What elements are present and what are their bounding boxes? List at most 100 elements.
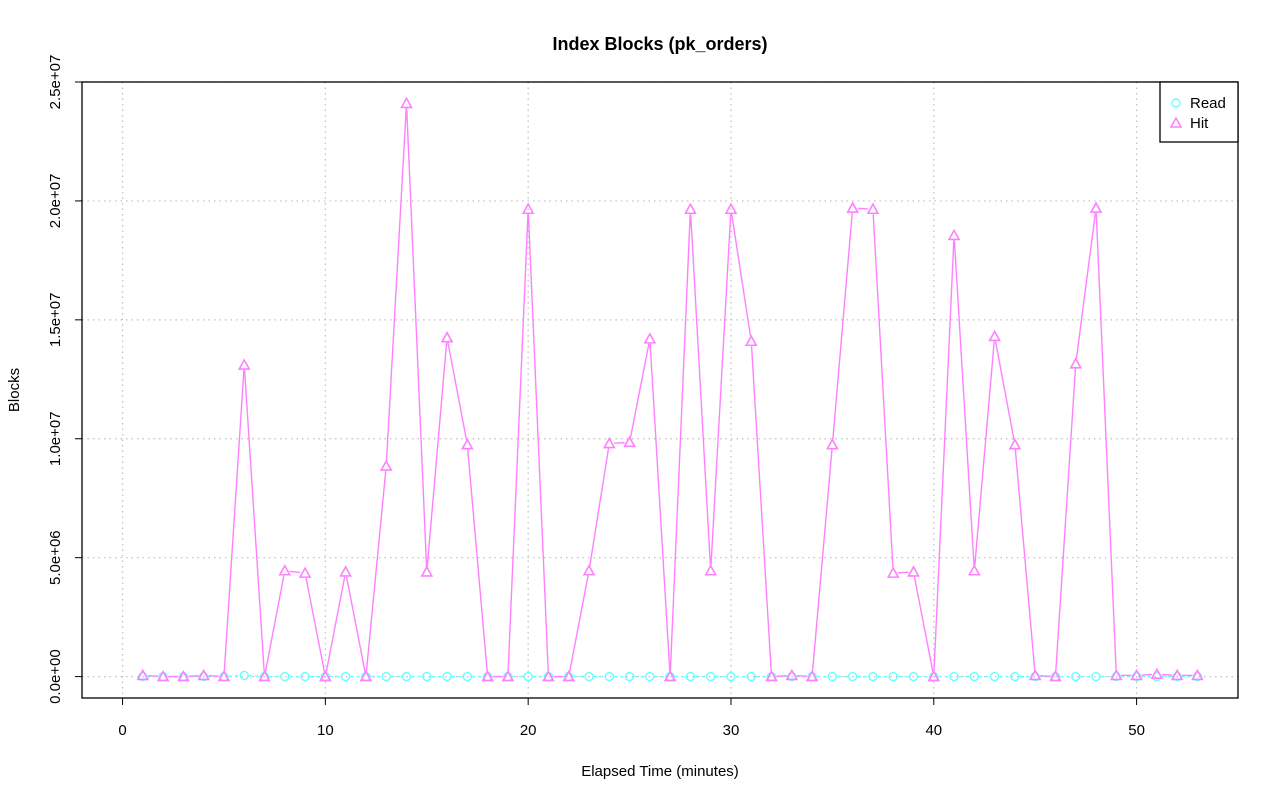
data-point xyxy=(846,201,860,213)
data-point xyxy=(562,669,576,682)
y-tick-label: 0.0e+00 xyxy=(47,649,64,704)
series-segment xyxy=(953,240,975,566)
data-point xyxy=(827,671,838,682)
legend-box xyxy=(1159,81,1239,143)
data-point xyxy=(866,202,880,215)
series-segment xyxy=(345,576,366,672)
data-point xyxy=(744,334,758,347)
data-point xyxy=(724,202,738,215)
data-point xyxy=(969,671,980,682)
data-point xyxy=(584,671,594,682)
series-segment xyxy=(325,576,346,672)
data-point xyxy=(1130,668,1143,681)
series-segment xyxy=(1014,449,1036,671)
data-point xyxy=(1071,671,1081,682)
data-point xyxy=(460,438,474,450)
data-point xyxy=(624,671,635,682)
data-point xyxy=(462,671,473,682)
series-segment xyxy=(365,471,387,672)
data-point xyxy=(339,565,353,577)
data-point xyxy=(401,671,412,682)
data-point xyxy=(542,669,555,682)
series-segment xyxy=(289,570,301,574)
data-point xyxy=(967,564,981,576)
data-point xyxy=(237,358,251,370)
data-point xyxy=(888,671,898,682)
y-tick-label: 1.0e+07 xyxy=(47,411,64,466)
series-segment xyxy=(249,674,260,678)
data-point xyxy=(582,564,596,576)
series-segment xyxy=(243,369,265,672)
x-tick-label: 30 xyxy=(723,722,740,739)
data-point xyxy=(340,671,351,682)
series-segment xyxy=(872,214,894,569)
data-point xyxy=(604,671,614,682)
data-point xyxy=(298,566,312,578)
series-segment xyxy=(527,214,549,672)
x-tick-label: 0 xyxy=(118,722,126,739)
data-point xyxy=(1008,438,1022,450)
data-point xyxy=(949,671,959,682)
data-point xyxy=(381,671,391,682)
data-point xyxy=(319,669,332,682)
y-tick-label: 1.5e+07 xyxy=(47,293,64,348)
data-point xyxy=(704,564,718,576)
series-segment xyxy=(426,342,448,568)
data-point xyxy=(1049,669,1062,682)
series-segment xyxy=(796,674,808,678)
data-point xyxy=(988,329,1001,342)
data-point xyxy=(1069,357,1083,369)
data-point xyxy=(177,669,190,682)
data-point xyxy=(523,671,533,682)
series-segment xyxy=(568,575,589,672)
data-point xyxy=(886,566,900,578)
data-point xyxy=(602,436,616,449)
data-point xyxy=(785,668,799,681)
data-point xyxy=(1028,668,1042,681)
series-segment xyxy=(467,449,488,672)
data-point xyxy=(643,332,657,344)
x-tick-label: 20 xyxy=(520,722,537,739)
data-point xyxy=(1109,668,1123,681)
data-point xyxy=(501,669,515,682)
data-point xyxy=(422,671,432,682)
data-point xyxy=(868,671,878,682)
data-point xyxy=(217,669,231,682)
data-point xyxy=(623,435,636,448)
data-point xyxy=(805,669,819,682)
series-segment xyxy=(898,571,909,574)
data-point xyxy=(442,671,452,682)
data-point xyxy=(239,670,249,681)
series-segment xyxy=(750,346,772,672)
series-hit xyxy=(136,96,1204,682)
series-segment xyxy=(811,449,833,672)
grid xyxy=(82,81,1238,698)
legend-item-read: Read xyxy=(1171,95,1226,112)
data-point xyxy=(685,671,696,682)
data-point xyxy=(278,564,292,576)
x-axis-label: Elapsed Time (minutes) xyxy=(581,763,739,780)
series-segment xyxy=(228,674,240,678)
series-segment xyxy=(629,343,650,438)
series-segment xyxy=(710,214,732,566)
series-segment xyxy=(385,108,407,462)
legend-marker xyxy=(1169,116,1183,128)
data-point xyxy=(684,202,697,215)
data-point xyxy=(907,565,920,577)
data-point xyxy=(400,96,413,109)
series-segment xyxy=(1095,213,1117,671)
data-point xyxy=(663,669,677,682)
data-point xyxy=(1150,667,1164,680)
series-segment xyxy=(305,577,326,672)
series-segment xyxy=(832,212,853,440)
data-point xyxy=(258,669,271,682)
data-point xyxy=(706,671,716,682)
x-tick-label: 10 xyxy=(317,722,334,739)
series-segment xyxy=(1141,673,1152,676)
data-point xyxy=(746,671,756,682)
x-tick-label: 50 xyxy=(1128,722,1145,739)
plot-frame xyxy=(81,81,1239,699)
data-point xyxy=(847,671,858,682)
data-point xyxy=(1191,668,1204,681)
